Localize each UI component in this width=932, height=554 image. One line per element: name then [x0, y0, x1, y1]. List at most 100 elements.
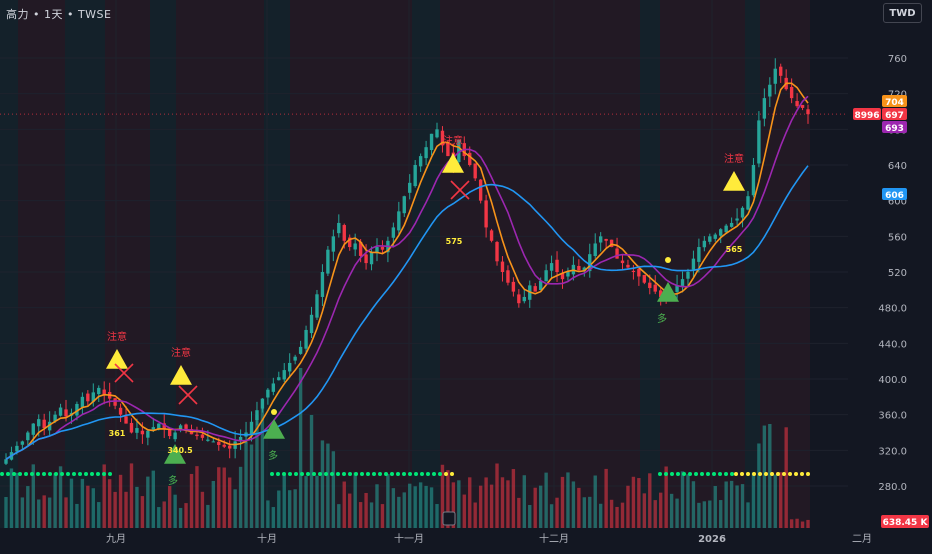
volume-badge: [881, 515, 929, 528]
candle-body: [266, 389, 270, 398]
volume-bar: [238, 466, 243, 528]
volume-bar: [675, 498, 679, 528]
volume-bar: [260, 408, 265, 528]
volume-bar: [4, 497, 8, 528]
signal-dot-yellow: [444, 472, 448, 476]
signal-dot-green: [54, 472, 58, 476]
price-badge-text: 606: [885, 191, 904, 201]
candle-body: [773, 68, 777, 84]
y-tick-label: 440.0: [878, 339, 907, 350]
volume-bar: [353, 472, 357, 528]
volume-bar: [162, 501, 166, 528]
candle-body: [118, 407, 123, 415]
candle-body: [549, 263, 554, 271]
candle-body: [380, 246, 385, 250]
sell-x-icon: [450, 180, 470, 200]
volume-bar: [233, 489, 237, 528]
candle-body: [75, 403, 79, 416]
signal-dot-yellow: [806, 472, 810, 476]
signal-dot-yellow: [740, 472, 744, 476]
volume-bar: [397, 496, 401, 528]
candle-body: [91, 392, 95, 402]
volume-bar: [631, 476, 636, 528]
volume-bar: [146, 476, 150, 528]
volume-bar: [478, 485, 483, 528]
signal-dot-green: [282, 472, 286, 476]
volume-bar: [680, 471, 685, 528]
volume-bar: [757, 443, 761, 528]
volume-bar: [277, 490, 281, 528]
volume-bar: [669, 493, 674, 528]
signal-dot-yellow: [758, 472, 762, 476]
volume-bar: [664, 466, 668, 528]
volume-bar: [659, 492, 663, 528]
volume-bar: [686, 474, 690, 528]
candle-body: [178, 425, 183, 431]
signal-dot-green: [48, 472, 52, 476]
volume-bar: [555, 497, 559, 528]
signal-dot-green: [438, 472, 442, 476]
volume-bar: [9, 468, 14, 528]
candle-body: [604, 238, 608, 241]
sell-x-icon: [178, 385, 198, 405]
signal-dot-green: [90, 472, 94, 476]
volume-bar: [495, 463, 499, 528]
volume-bar: [75, 503, 79, 528]
candle-body: [517, 294, 521, 304]
signal-dot-green: [402, 472, 406, 476]
volume-bar: [615, 506, 619, 528]
signal-dot-green: [78, 472, 82, 476]
candle-body: [593, 243, 597, 257]
candle-body: [15, 445, 19, 452]
volume-bar: [124, 491, 128, 528]
volume-bar: [577, 487, 581, 528]
signal-dot-yellow: [746, 472, 750, 476]
candle-body: [697, 247, 701, 262]
x-tick-label: 十一月: [394, 532, 424, 545]
volume-bar: [697, 502, 701, 528]
signal-dot-green: [288, 472, 292, 476]
candle-body: [337, 222, 341, 234]
signal-dot-green: [676, 472, 680, 476]
candle-body: [184, 424, 188, 429]
candle-body: [348, 237, 352, 248]
volume-bar: [189, 473, 194, 528]
volume-bar: [293, 489, 297, 528]
x-tick-label: 九月: [106, 533, 126, 545]
background-band: [745, 0, 760, 528]
candle-body: [211, 441, 216, 443]
signal-dot-green: [30, 472, 34, 476]
signal-dot-green: [96, 472, 100, 476]
candle-body: [757, 120, 761, 164]
background-band: [0, 0, 18, 528]
warning-label: 注意: [724, 152, 744, 165]
candle-body: [102, 389, 106, 396]
volume-bar: [31, 464, 35, 528]
currency-button[interactable]: TWD: [883, 3, 922, 23]
volume-bar: [751, 472, 756, 528]
volume-bar: [779, 472, 783, 528]
candle-body: [369, 252, 374, 265]
candle-body: [746, 196, 750, 210]
candle-body: [719, 229, 723, 236]
candle-body: [724, 225, 728, 233]
sell-x-icon: [114, 363, 134, 383]
candle-body: [249, 421, 254, 436]
candle-body: [675, 285, 679, 292]
signal-dot-green: [688, 472, 692, 476]
volume-bar: [58, 466, 63, 528]
volume-bar: [380, 504, 385, 528]
price-label: 340.5: [167, 446, 193, 455]
signal-dot-green: [712, 472, 716, 476]
signal-dot-green: [0, 472, 4, 476]
signal-dot-green: [84, 472, 88, 476]
signal-dot-green: [730, 472, 734, 476]
candle-body: [735, 218, 739, 221]
volume-bar: [806, 519, 810, 528]
signal-dot-green: [378, 472, 382, 476]
candle-body: [566, 272, 570, 277]
candle-body: [326, 249, 330, 274]
volume-bar: [102, 464, 106, 528]
